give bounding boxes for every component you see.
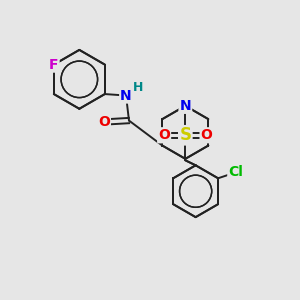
Text: O: O <box>201 128 212 142</box>
Text: O: O <box>158 128 170 142</box>
Text: O: O <box>98 115 110 129</box>
Text: Cl: Cl <box>228 165 243 179</box>
Text: H: H <box>133 81 144 94</box>
Text: N: N <box>179 99 191 113</box>
Text: S: S <box>179 126 191 144</box>
Text: N: N <box>120 88 132 103</box>
Text: F: F <box>49 58 58 72</box>
